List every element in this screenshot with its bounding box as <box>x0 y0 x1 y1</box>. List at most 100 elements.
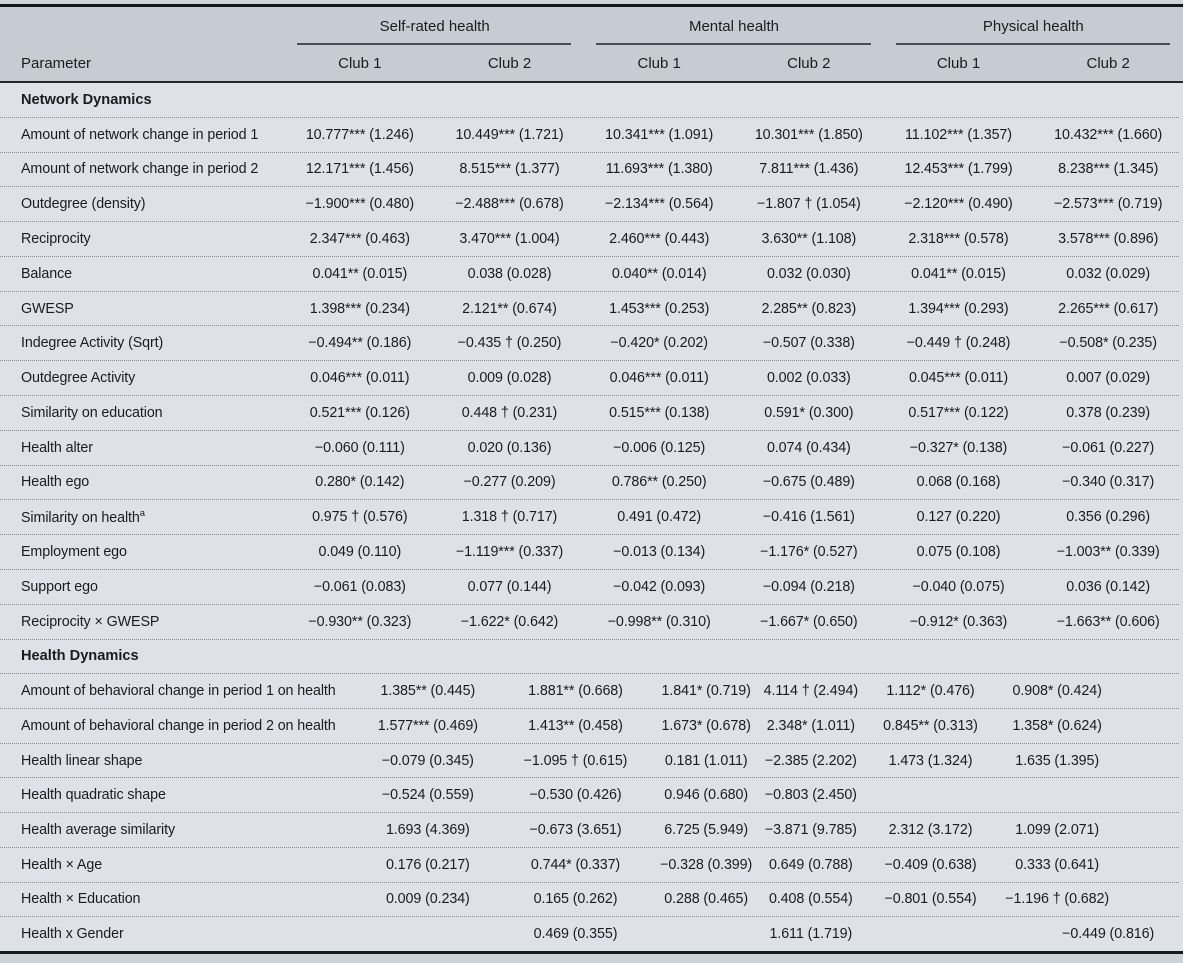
value-cell: 10.449*** (1.721) <box>455 126 564 143</box>
page-margin-bottom <box>0 954 1183 963</box>
value-cell: −1.176* (0.527) <box>760 544 858 561</box>
value-cell: 0.009 (0.028) <box>467 370 552 387</box>
value-cell: −0.328 (0.399) <box>660 856 753 873</box>
value-cell: 0.038 (0.028) <box>467 265 552 282</box>
row-label: Health ego <box>21 474 90 491</box>
value-cell: 0.074 (0.434) <box>766 439 851 456</box>
value-cell: 0.046*** (0.011) <box>310 370 410 387</box>
value-cell: 0.744* (0.337) <box>530 856 621 873</box>
section-header-row: Network Dynamics <box>0 83 1183 117</box>
value-cell: 0.649 (0.788) <box>768 856 853 873</box>
value-cell: −1.003** (0.339) <box>1056 544 1160 561</box>
value-cell: −0.675 (0.489) <box>762 474 855 491</box>
row-label: Employment ego <box>21 544 127 561</box>
row-label: Amount of behavioral change in period 1 … <box>21 683 336 700</box>
value-cell: 0.032 (0.030) <box>766 265 851 282</box>
group-label: Mental health <box>688 18 780 35</box>
value-cell: 2.347*** (0.463) <box>309 231 410 248</box>
table-row: Amount of behavioral change in period 1 … <box>0 673 1183 708</box>
value-cell: 0.041** (0.015) <box>312 265 408 282</box>
value-cell: 1.611 (1.719) <box>769 926 853 943</box>
value-cell: 0.045*** (0.011) <box>908 370 1009 387</box>
club2-header-physical: Club 2 <box>1086 55 1130 72</box>
value-cell: 1.673* (0.678) <box>661 717 751 734</box>
row-label: Health quadratic shape <box>21 787 166 804</box>
value-cell: −0.013 (0.134) <box>613 544 706 561</box>
value-cell: 7.811*** (1.436) <box>759 161 859 178</box>
value-cell: 0.041** (0.015) <box>911 265 1006 282</box>
value-cell: 8.515*** (1.377) <box>459 161 560 178</box>
value-cell: 0.333 (0.641) <box>1015 856 1100 873</box>
table-row: Similarity on healtha 0.975 † (0.576) 1.31… <box>0 499 1183 534</box>
value-cell: 1.385** (0.445) <box>380 683 476 700</box>
value-cell: 1.577*** (0.469) <box>377 717 478 734</box>
value-cell: −1.900*** (0.480) <box>305 196 415 213</box>
value-cell: 0.049 (0.110) <box>318 544 402 561</box>
value-cell: −2.573*** (0.719) <box>1053 196 1163 213</box>
value-cell: 8.238*** (1.345) <box>1058 161 1159 178</box>
parameter-column-header: Parameter <box>21 55 92 72</box>
row-label: Health × Education <box>21 891 141 908</box>
footnote-marker: a <box>139 508 145 520</box>
value-cell: 0.002 (0.033) <box>766 370 851 387</box>
row-label: Reciprocity <box>21 231 91 248</box>
value-cell: −0.060 (0.111) <box>314 439 405 456</box>
row-label: Amount of network change in period 2 <box>21 161 259 178</box>
value-cell: −1.663** (0.606) <box>1056 613 1160 630</box>
value-cell: −0.006 (0.125) <box>613 439 706 456</box>
value-cell: −0.508* (0.235) <box>1059 335 1157 352</box>
value-cell: 1.635 (1.395) <box>1015 752 1100 769</box>
value-cell: −1.807 † (1.054) <box>756 196 861 213</box>
table-row: Health x Gender 0.469 (0.355) 1.611 (1.719… <box>0 916 1183 951</box>
table-row: Support ego −0.061 (0.083) 0.077 (0.144) −0… <box>0 568 1183 604</box>
value-cell: −0.094 (0.218) <box>762 578 855 595</box>
value-cell: −1.095 † (0.615) <box>523 752 628 769</box>
row-label: Amount of behavioral change in period 2 … <box>21 717 336 734</box>
value-cell: −1.119*** (0.337) <box>455 544 564 561</box>
value-cell: −0.416 (1.561) <box>762 509 855 526</box>
value-cell: 0.007 (0.029) <box>1066 370 1151 387</box>
value-cell: −0.042 (0.093) <box>613 578 706 595</box>
value-cell: 0.176 (0.217) <box>385 856 470 873</box>
table-row: Health average similarity 1.693 (4.369) −0… <box>0 812 1183 847</box>
value-cell: −0.998** (0.310) <box>607 613 711 630</box>
value-cell: 10.341*** (1.091) <box>605 126 714 143</box>
value-cell: 0.356 (0.296) <box>1066 509 1151 526</box>
value-cell: −0.040 (0.075) <box>912 578 1005 595</box>
value-cell: 11.102*** (1.357) <box>905 126 1012 143</box>
value-cell: −0.420* (0.202) <box>610 335 708 352</box>
row-label: Health x Gender <box>21 926 124 943</box>
section-title: Network Dynamics <box>21 91 152 108</box>
table-body: Network Dynamics Amount of network change… <box>0 83 1183 951</box>
value-cell: −0.673 (3.651) <box>529 821 622 838</box>
value-cell: −0.061 (0.083) <box>313 578 406 595</box>
value-cell: −0.327* (0.138) <box>909 439 1008 456</box>
value-cell: −0.930** (0.323) <box>308 613 412 630</box>
value-cell: 3.578*** (0.896) <box>1058 231 1159 248</box>
section-title: Health Dynamics <box>21 648 139 665</box>
value-cell: −0.409 (0.638) <box>884 856 977 873</box>
value-cell: −0.435 † (0.250) <box>457 335 562 352</box>
group-header-mental-health: Mental health <box>584 7 883 46</box>
section-network-dynamics: Network Dynamics Amount of network change… <box>0 83 1183 639</box>
value-cell: −0.801 (0.554) <box>884 891 977 908</box>
value-cell: 1.112* (0.476) <box>886 683 975 700</box>
value-cell: 1.473 (1.324) <box>888 752 973 769</box>
value-cell: 4.114 † (2.494) <box>763 683 859 700</box>
value-cell: 11.693*** (1.380) <box>605 161 713 178</box>
table-row: Balance 0.041** (0.015) 0.038 (0.028) 0.040… <box>0 255 1183 291</box>
value-cell: 0.908* (0.424) <box>1012 683 1102 700</box>
value-cell: −1.196 † (0.682) <box>1005 891 1110 908</box>
value-cell: 2.265*** (0.617) <box>1058 300 1159 317</box>
value-cell: −0.340 (0.317) <box>1062 474 1155 491</box>
group-label: Self-rated health <box>379 18 490 35</box>
value-cell: 0.077 (0.144) <box>467 578 552 595</box>
value-cell: 0.491 (0.472) <box>617 509 702 526</box>
value-cell: 1.693 (4.369) <box>385 821 470 838</box>
value-cell: 0.046*** (0.011) <box>609 370 709 387</box>
value-cell: 0.378 (0.239) <box>1066 404 1151 421</box>
value-cell: 0.786** (0.250) <box>611 474 707 491</box>
value-cell: 2.348* (1.011) <box>766 717 855 734</box>
value-cell: 1.453*** (0.253) <box>609 300 710 317</box>
value-cell: 0.591* (0.300) <box>764 404 854 421</box>
